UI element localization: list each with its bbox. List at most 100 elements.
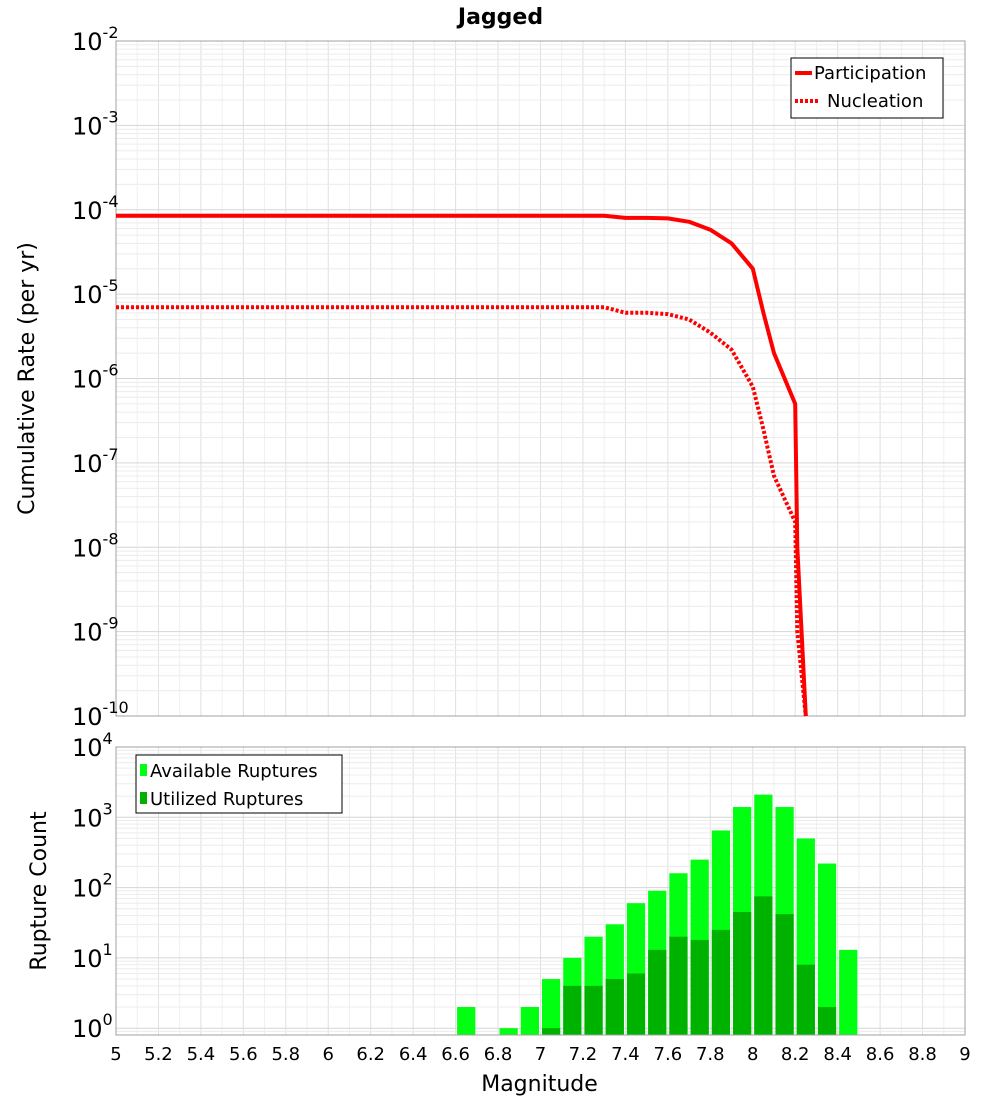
y-tick-label: 10-10 [72, 698, 129, 731]
bottom-legend-box [135, 754, 343, 814]
x-tick-label: 7.6 [654, 1044, 683, 1065]
x-tick-label: 5.6 [229, 1044, 258, 1065]
nucleation-line [116, 305, 808, 717]
y-tick-label: 10-9 [72, 614, 119, 647]
available-legend-label: Available Ruptures [150, 761, 318, 782]
y-tick-base: 10 [72, 281, 103, 309]
utilized-bar [584, 985, 603, 1035]
available-bar [520, 1007, 539, 1035]
top-plot-frame [115, 40, 966, 717]
y-tick-label: 10-4 [72, 192, 119, 225]
x-tick-label: 5.4 [187, 1044, 216, 1065]
y-tick-base: 10 [72, 112, 103, 140]
y-tick-base: 10 [72, 703, 103, 731]
x-tick-label: 8 [747, 1044, 758, 1065]
y-tick-base: 10 [72, 197, 103, 225]
chart-title: Jagged [456, 5, 543, 30]
y-tick-exponent: 3 [103, 799, 113, 818]
x-tick-label: 8.2 [781, 1044, 810, 1065]
x-tick-label: 8.4 [823, 1044, 852, 1065]
available-bar [817, 863, 837, 1035]
x-tick-label: 7.4 [611, 1044, 640, 1065]
y-tick-exponent: -2 [103, 23, 119, 42]
y-tick-exponent: -5 [103, 276, 119, 295]
y-tick-exponent: 4 [103, 729, 113, 748]
bottom-legend: Available Ruptures Utilized Ruptures [135, 754, 343, 814]
y-tick-exponent: -6 [103, 361, 119, 380]
y-tick-exponent: 0 [103, 1010, 113, 1029]
utilized-bar [563, 985, 582, 1035]
y-tick-label: 104 [72, 729, 113, 762]
y-tick-label: 101 [72, 940, 113, 973]
y-tick-base: 10 [72, 804, 103, 832]
utilized-bar [542, 1028, 561, 1035]
y-tick-exponent: -8 [103, 529, 119, 548]
x-tick-label: 6 [323, 1044, 334, 1065]
x-ticks: 5 5.2 5.4 5.6 5.8 6 6.2 6.4 6.6 6.8 7 7.2 7.4 7.6 7.8 8… [110, 1044, 970, 1065]
utilized-bar [690, 939, 709, 1035]
y-tick-exponent: -10 [103, 698, 129, 717]
utilized-legend-swatch [140, 792, 147, 804]
x-tick-label: 6.2 [356, 1044, 385, 1065]
x-tick-label: 7 [535, 1044, 546, 1065]
y-tick-exponent: -9 [103, 614, 119, 633]
utilized-bar [605, 979, 624, 1035]
x-tick-label: 5.2 [144, 1044, 173, 1065]
utilized-bar [817, 1007, 837, 1035]
y-tick-label: 100 [72, 1010, 113, 1043]
utilized-bar [648, 949, 667, 1035]
x-tick-label: 6.8 [484, 1044, 513, 1065]
y-tick-label: 103 [72, 799, 113, 832]
y-tick-base: 10 [72, 1015, 103, 1043]
utilized-legend-label: Utilized Ruptures [150, 789, 303, 810]
y-tick-label: 10-5 [72, 276, 119, 309]
nucleation-legend-label: Nucleation [827, 91, 923, 112]
y-tick-label: 10-7 [72, 445, 119, 478]
x-tick-label: 8.8 [908, 1044, 937, 1065]
x-tick-label: 7.8 [696, 1044, 725, 1065]
utilized-bar [626, 973, 646, 1035]
top-legend-box [790, 57, 944, 119]
y-tick-exponent: -4 [103, 192, 119, 211]
x-axis-label: Magnitude [481, 1072, 598, 1097]
y-tick-label: 10-8 [72, 529, 119, 562]
gridlines [115, 41, 966, 717]
utilized-bar [733, 911, 752, 1035]
available-bar [457, 1007, 476, 1035]
x-tick-label: 8.6 [866, 1044, 895, 1065]
x-tick-label: 5.8 [271, 1044, 300, 1065]
y-tick-base: 10 [72, 619, 103, 647]
y-tick-base: 10 [72, 28, 103, 56]
available-bar [839, 949, 858, 1035]
bottom-y-axis-label: Rupture Count [27, 811, 52, 971]
top-y-axis-label: Cumulative Rate (per yr) [15, 242, 40, 515]
utilized-bar [775, 914, 794, 1035]
y-tick-exponent: 2 [103, 870, 113, 889]
y-tick-base: 10 [72, 450, 103, 478]
available-bar [499, 1028, 518, 1035]
participation-line [116, 213, 808, 717]
x-tick-label: 7.2 [569, 1044, 598, 1065]
y-tick-base: 10 [72, 734, 103, 762]
y-tick-base: 10 [72, 534, 103, 562]
y-tick-label: 10-6 [72, 361, 119, 394]
utilized-bar [669, 936, 688, 1035]
y-tick-exponent: -7 [103, 445, 119, 464]
top-legend: Participation Nucleation [790, 57, 944, 119]
y-tick-label: 10-2 [72, 23, 119, 56]
utilized-bar [796, 964, 815, 1035]
available-bar [542, 979, 561, 1035]
participation-legend-label: Participation [814, 63, 926, 84]
x-tick-label: 5 [110, 1044, 121, 1065]
y-tick-label: 102 [72, 870, 113, 903]
x-tick-label: 6.6 [441, 1044, 470, 1065]
y-tick-base: 10 [72, 875, 103, 903]
bottom-plot-frame [115, 746, 966, 1036]
utilized-bars [542, 896, 837, 1035]
x-tick-label: 9 [959, 1044, 970, 1065]
y-tick-base: 10 [72, 945, 103, 973]
